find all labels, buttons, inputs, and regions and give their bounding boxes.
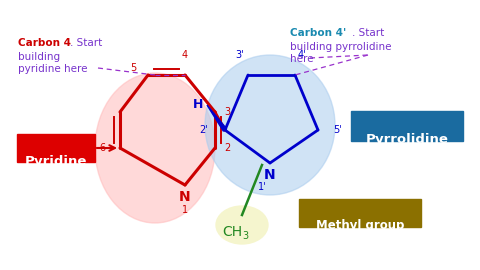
Polygon shape bbox=[300, 203, 314, 223]
Text: . Start: . Start bbox=[70, 38, 102, 48]
Text: . Start: . Start bbox=[352, 28, 384, 38]
Text: 3': 3' bbox=[236, 50, 244, 60]
Text: 1': 1' bbox=[258, 182, 266, 192]
Text: H: H bbox=[192, 99, 203, 112]
Ellipse shape bbox=[205, 55, 335, 195]
Text: Pyrrolidine: Pyrrolidine bbox=[366, 133, 448, 147]
Text: 4': 4' bbox=[298, 50, 306, 60]
Ellipse shape bbox=[216, 206, 268, 244]
Text: 5: 5 bbox=[130, 63, 136, 73]
Text: building pyrrolidine: building pyrrolidine bbox=[290, 42, 392, 52]
Polygon shape bbox=[352, 116, 366, 136]
Text: 2': 2' bbox=[199, 125, 208, 135]
Text: CH: CH bbox=[222, 225, 242, 239]
Polygon shape bbox=[207, 105, 227, 131]
Text: pyridine here: pyridine here bbox=[18, 64, 87, 74]
Ellipse shape bbox=[95, 73, 215, 223]
Text: Methyl group: Methyl group bbox=[316, 220, 404, 232]
Text: building: building bbox=[18, 52, 60, 62]
Text: N: N bbox=[264, 168, 276, 182]
FancyBboxPatch shape bbox=[351, 111, 463, 141]
FancyBboxPatch shape bbox=[17, 134, 95, 162]
Text: 1: 1 bbox=[182, 205, 188, 215]
Text: 2: 2 bbox=[224, 143, 230, 153]
Text: 4: 4 bbox=[182, 50, 188, 60]
Text: 3: 3 bbox=[242, 231, 248, 241]
Text: 3: 3 bbox=[224, 107, 230, 117]
Text: 5': 5' bbox=[333, 125, 342, 135]
Text: Carbon 4': Carbon 4' bbox=[290, 28, 346, 38]
Text: here: here bbox=[290, 54, 313, 64]
Text: Carbon 4: Carbon 4 bbox=[18, 38, 71, 48]
FancyBboxPatch shape bbox=[299, 199, 421, 227]
Text: Pyridine: Pyridine bbox=[25, 154, 87, 167]
Text: 6: 6 bbox=[100, 143, 106, 153]
Text: N: N bbox=[179, 190, 191, 204]
